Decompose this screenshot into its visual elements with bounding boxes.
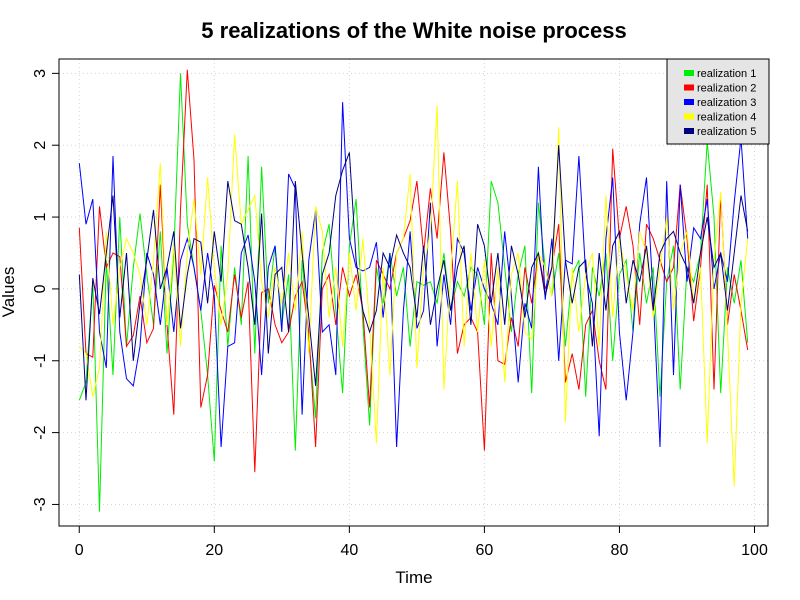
x-tick-label: 100: [741, 542, 768, 559]
y-tick-label: 1: [32, 213, 49, 222]
y-tick-label: 3: [32, 69, 49, 78]
y-tick-label: 0: [32, 284, 49, 293]
legend-swatch: [684, 70, 694, 76]
y-axis-label: Values: [0, 267, 18, 318]
legend-entry: realization 1: [697, 68, 756, 80]
x-tick-label: 60: [476, 542, 494, 559]
legend-swatch: [684, 84, 694, 91]
legend-entry: realization 5: [697, 126, 756, 138]
x-axis: 0 20 40 60 80 100: [75, 525, 768, 559]
x-tick-label: 0: [75, 542, 84, 559]
series-lines: [78, 69, 749, 512]
y-tick-label: -1: [32, 354, 49, 368]
legend: realization 1 realization 2 realization 3 r…: [666, 58, 770, 145]
legend-swatch: [684, 113, 694, 120]
y-tick-label: 2: [32, 141, 49, 150]
y-tick-label: -3: [32, 497, 49, 511]
legend-entry: realization 4: [697, 112, 756, 124]
y-tick-label: -2: [32, 425, 49, 439]
series-line-1: [78, 73, 749, 512]
x-tick-label: 20: [205, 542, 223, 559]
series-line-5: [78, 145, 749, 401]
y-axis: -3 -2 -1 0 1 2 3: [32, 69, 60, 512]
legend-swatch: [684, 128, 694, 134]
chart-title: 5 realizations of the White noise proces…: [201, 18, 626, 43]
x-tick-label: 40: [340, 542, 358, 559]
x-tick-label: 80: [611, 542, 629, 559]
legend-swatch: [684, 99, 694, 105]
x-axis-label: Time: [395, 568, 432, 587]
legend-entry: realization 2: [697, 83, 756, 95]
legend-entry: realization 3: [697, 97, 756, 109]
